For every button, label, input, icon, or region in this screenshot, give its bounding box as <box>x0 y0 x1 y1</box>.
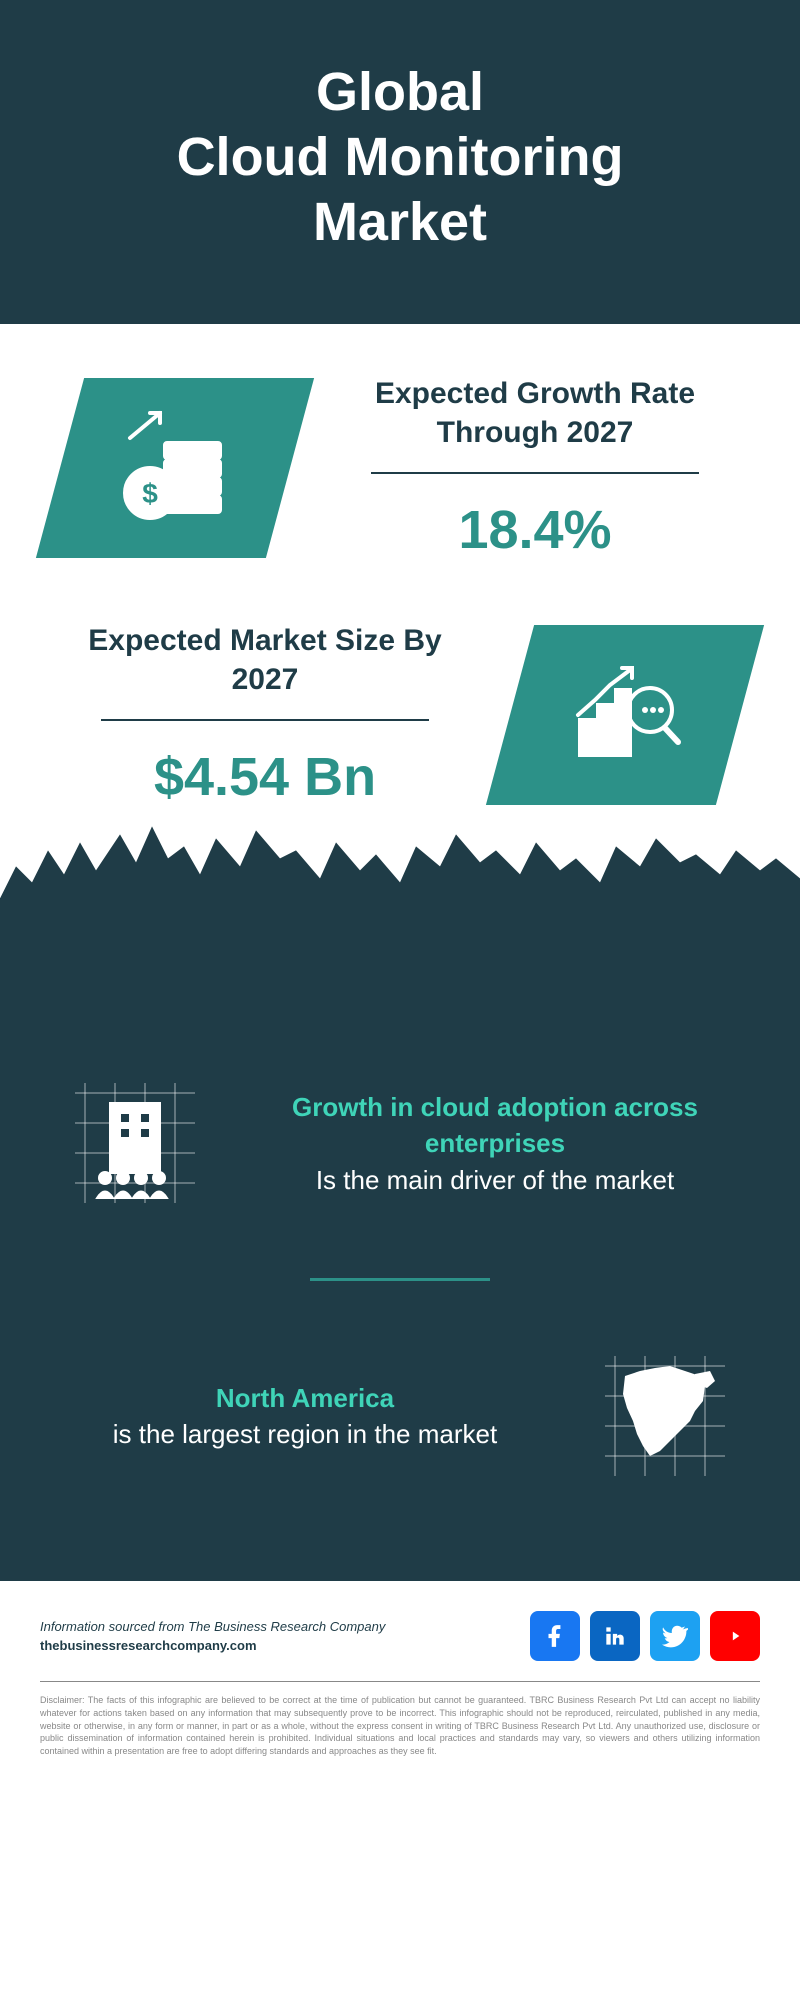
enterprise-icon <box>60 1068 210 1218</box>
title-line-2: Cloud Monitoring <box>177 127 624 187</box>
title-line-3: Market <box>313 192 487 252</box>
growth-rate-text: Expected Growth Rate Through 2027 18.4% <box>330 374 740 561</box>
stats-section: $ Expected Growth Rate Through 2027 18.4… <box>0 324 800 918</box>
stat-market-size: Expected Market Size By 2027 $4.54 Bn <box>60 621 740 808</box>
footer-source: Information sourced from The Business Re… <box>40 1617 385 1656</box>
skyline-graphic <box>0 898 800 1018</box>
market-size-label: Expected Market Size By 2027 <box>60 621 470 699</box>
divider <box>101 719 429 721</box>
money-growth-icon: $ <box>110 403 240 533</box>
market-size-text: Expected Market Size By 2027 $4.54 Bn <box>60 621 470 808</box>
stat-growth-rate: $ Expected Growth Rate Through 2027 18.4… <box>60 374 740 561</box>
title-line-1: Global <box>316 62 484 122</box>
growth-rate-shape: $ <box>36 378 314 558</box>
footer: Information sourced from The Business Re… <box>0 1581 800 1777</box>
divider <box>371 472 699 474</box>
insight-region-text: North America is the largest region in t… <box>60 1380 550 1453</box>
insights-section: Growth in cloud adoption across enterpri… <box>0 1018 800 1581</box>
growth-rate-value: 18.4% <box>330 499 740 561</box>
growth-rate-label: Expected Growth Rate Through 2027 <box>330 374 740 452</box>
insight-driver: Growth in cloud adoption across enterpri… <box>60 1038 740 1248</box>
insight-region-sub: is the largest region in the market <box>60 1416 550 1452</box>
source-url: thebusinessresearchcompany.com <box>40 1636 385 1656</box>
svg-text:$: $ <box>142 478 158 509</box>
footer-divider <box>40 1681 760 1682</box>
insight-driver-text: Growth in cloud adoption across enterpri… <box>250 1089 740 1198</box>
north-america-map-icon <box>590 1341 740 1491</box>
market-size-shape <box>486 625 764 805</box>
footer-top: Information sourced from The Business Re… <box>40 1611 760 1681</box>
disclaimer-text: Disclaimer: The facts of this infographi… <box>40 1694 760 1757</box>
facebook-icon[interactable] <box>530 1611 580 1661</box>
youtube-icon[interactable] <box>710 1611 760 1661</box>
twitter-icon[interactable] <box>650 1611 700 1661</box>
insight-region-highlight: North America <box>60 1380 550 1416</box>
insight-divider <box>310 1278 490 1281</box>
chart-magnify-icon <box>560 650 690 780</box>
insight-driver-sub: Is the main driver of the market <box>250 1162 740 1198</box>
market-size-value: $4.54 Bn <box>60 746 470 808</box>
insight-driver-highlight: Growth in cloud adoption across enterpri… <box>250 1089 740 1162</box>
header-banner: Global Cloud Monitoring Market <box>0 0 800 324</box>
linkedin-icon[interactable] <box>590 1611 640 1661</box>
page-title: Global Cloud Monitoring Market <box>40 60 760 254</box>
insight-region: North America is the largest region in t… <box>60 1311 740 1521</box>
social-icons <box>530 1611 760 1661</box>
source-line: Information sourced from The Business Re… <box>40 1617 385 1637</box>
